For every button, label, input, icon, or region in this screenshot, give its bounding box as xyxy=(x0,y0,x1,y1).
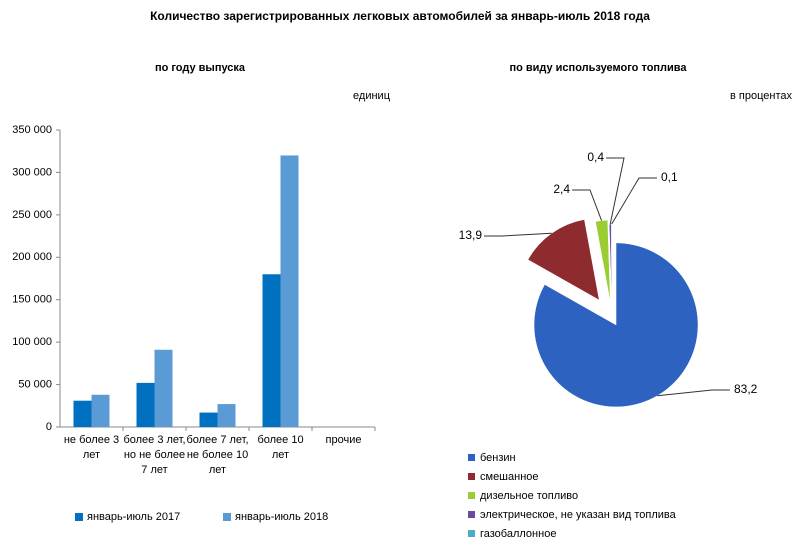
leader-line xyxy=(611,177,657,225)
y-tick-label: 350 000 xyxy=(12,124,52,136)
y-tick-label: 150 000 xyxy=(12,294,52,306)
y-tick-label: 250 000 xyxy=(12,209,52,221)
value-label: 0,1 xyxy=(661,170,678,184)
bar xyxy=(280,155,299,427)
x-label-box: не более 3 лет xyxy=(63,434,120,461)
bar xyxy=(262,274,281,427)
page-title: Количество зарегистрированных легковых а… xyxy=(150,9,650,23)
leader-line xyxy=(606,157,625,225)
value-label: 0,4 xyxy=(587,150,604,164)
bar xyxy=(91,394,110,427)
leader-line xyxy=(484,232,552,237)
leader-line xyxy=(657,389,730,397)
legend-swatch xyxy=(468,454,475,461)
x-label-box: более 7 лет, не более 10 лет xyxy=(186,434,249,476)
x-label-box: более 10 лет xyxy=(257,434,304,461)
pie-slice xyxy=(595,219,611,303)
bar xyxy=(217,404,236,427)
value-label: 13,9 xyxy=(459,228,483,242)
legend-label: электрическое, не указан вид топлива xyxy=(480,509,677,521)
legend-swatch xyxy=(223,513,231,521)
value-label: 2,4 xyxy=(553,182,570,196)
y-tick-label: 200 000 xyxy=(12,251,52,263)
pie-slice xyxy=(527,219,600,301)
leader-line xyxy=(572,189,603,221)
y-tick-label: 50 000 xyxy=(18,378,52,390)
x-label-box: прочие xyxy=(325,434,362,446)
legend-label: газобаллонное xyxy=(480,528,556,540)
legend-label: дизельное топливо xyxy=(480,490,578,502)
bar xyxy=(199,412,218,427)
bar xyxy=(154,349,173,427)
pie-unit: в процентах xyxy=(730,90,792,102)
bar-title: по году выпуска xyxy=(155,62,246,74)
value-label: 83,2 xyxy=(734,382,758,396)
legend-swatch xyxy=(468,473,475,480)
y-tick-label: 100 000 xyxy=(12,336,52,348)
pie-slice xyxy=(533,242,699,408)
legend-label: январь-июль 2018 xyxy=(235,511,328,523)
legend-swatch xyxy=(468,492,475,499)
legend-label: смешанное xyxy=(480,471,539,483)
legend-swatch xyxy=(468,530,475,537)
legend-label: бензин xyxy=(480,452,516,464)
bar xyxy=(73,400,92,427)
x-label-box: более 3 лет, но не более 7 лет xyxy=(123,434,186,476)
bar xyxy=(136,382,155,427)
x-tick-label: не более 3 лет xyxy=(63,434,120,461)
x-tick-label: более 3 лет, но не более 7 лет xyxy=(123,434,186,476)
legend-swatch xyxy=(468,511,475,518)
y-tick-label: 0 xyxy=(46,421,52,433)
bar-unit: единиц xyxy=(353,90,391,102)
pie-title: по виду используемого топлива xyxy=(509,62,687,74)
x-tick-label: более 7 лет, не более 10 лет xyxy=(186,434,249,476)
x-tick-label: более 10 лет xyxy=(257,434,304,461)
legend-swatch xyxy=(75,513,83,521)
legend-label: январь-июль 2017 xyxy=(87,511,180,523)
y-tick-label: 300 000 xyxy=(12,166,52,178)
x-tick-label: прочие xyxy=(325,434,362,446)
